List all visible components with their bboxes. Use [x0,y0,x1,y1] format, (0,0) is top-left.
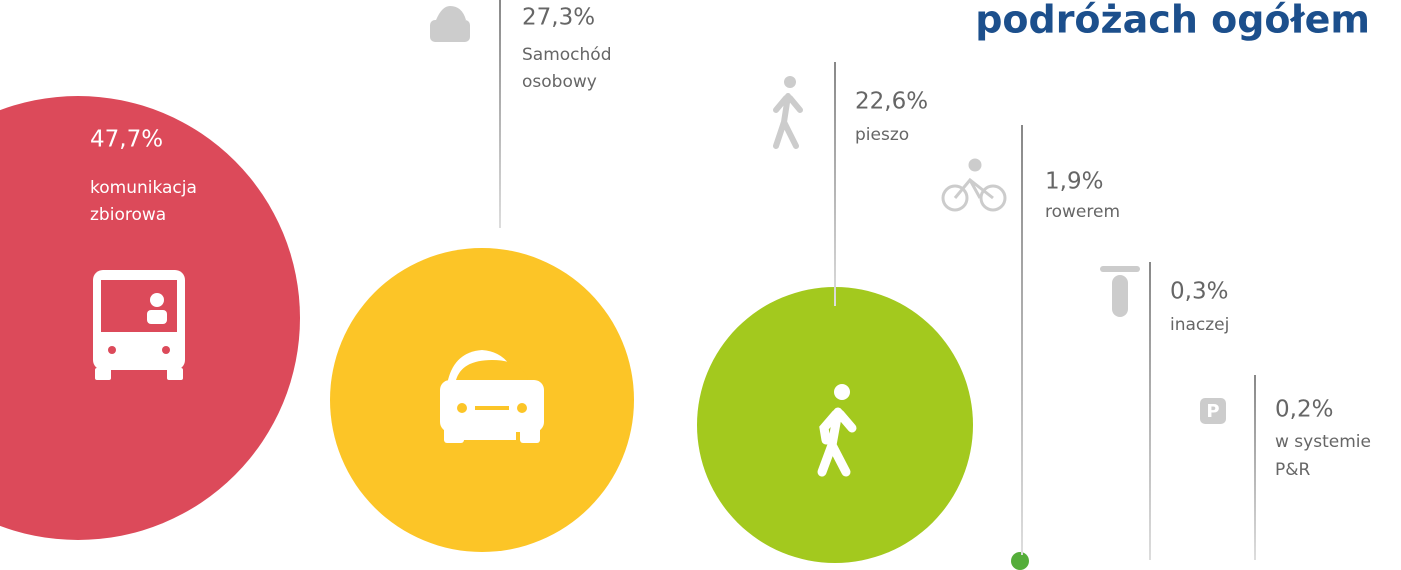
mode-label: zbiorowa [90,205,166,225]
parking-icon: P [1200,398,1226,424]
mode-label: pieszo [855,125,909,145]
leader-line [499,0,501,228]
share-value: 27,3% [522,5,595,31]
mode-label: komunikacja [90,178,197,198]
share-value: 47,7% [90,127,163,153]
leader-line [834,62,836,306]
walk-icon [817,384,857,477]
mode-label: w systemie [1275,432,1371,452]
mode-label: Samochód [522,45,611,65]
share-value: 22,6% [855,89,928,115]
mode-label: rowerem [1045,202,1120,222]
share-value: 1,9% [1045,169,1103,195]
svg-text:P: P [1206,401,1219,422]
leader-line [1254,375,1256,560]
bike-icon [941,158,1007,212]
bubble-bike [1011,552,1029,570]
small-car-icon [430,6,470,42]
leader-line [1149,262,1151,560]
car-icon [440,350,544,443]
mode-label: P&R [1275,460,1311,480]
mode-label: osobowy [522,72,597,92]
bus-icon [93,270,185,380]
share-value: 0,2% [1275,397,1333,423]
small-walk-icon [773,76,803,149]
leader-line [1021,125,1023,555]
mode-label: inaczej [1170,315,1229,335]
title: podróżach ogółem [975,0,1370,42]
moto-icon [1100,266,1140,317]
share-value: 0,3% [1170,279,1228,305]
